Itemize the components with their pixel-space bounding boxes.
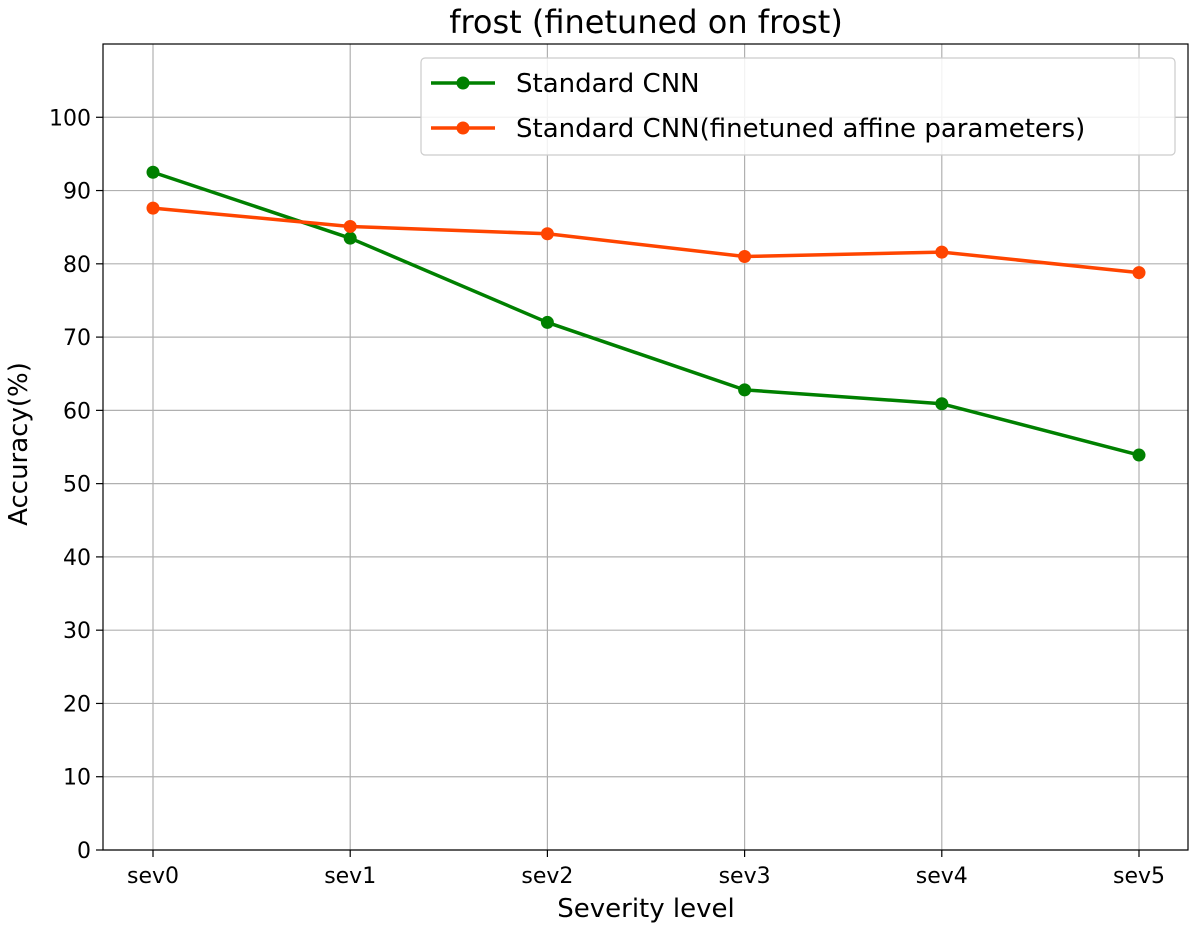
data-point bbox=[935, 397, 949, 411]
y-tick-label: 30 bbox=[63, 619, 91, 644]
series-line bbox=[152, 206, 1140, 275]
y-tick-label: 60 bbox=[63, 399, 91, 424]
x-tick-label: sev1 bbox=[324, 864, 376, 889]
x-tick-label: sev4 bbox=[916, 864, 968, 889]
legend-label: Standard CNN bbox=[516, 69, 700, 99]
plot-area bbox=[102, 43, 1189, 851]
x-axis-ticks: sev0 sev1 sev2 sev3 sev4 sev5 bbox=[127, 850, 1165, 889]
y-tick-label: 10 bbox=[63, 766, 91, 791]
y-tick-label: 20 bbox=[63, 692, 91, 717]
y-tick-label: 70 bbox=[63, 326, 91, 351]
chart-title: frost (finetuned on frost) bbox=[449, 3, 843, 41]
series-line bbox=[152, 170, 1140, 457]
data-point bbox=[1132, 266, 1146, 280]
data-point bbox=[1132, 448, 1146, 462]
legend-box bbox=[420, 57, 1176, 156]
y-axis-ticks: 0 10 20 30 40 50 60 70 80 90 100 bbox=[49, 106, 103, 864]
grid bbox=[103, 44, 1188, 851]
data-point bbox=[343, 231, 357, 245]
data-point bbox=[738, 249, 752, 263]
data-point bbox=[146, 165, 160, 179]
y-axis-title: Accuracy(%) bbox=[4, 362, 34, 526]
data-point bbox=[540, 315, 554, 329]
y-tick-label: 80 bbox=[63, 253, 91, 278]
legend-label: Standard CNN(finetuned affine parameters… bbox=[516, 114, 1085, 144]
x-tick-label: sev5 bbox=[1113, 864, 1165, 889]
series-2 bbox=[146, 201, 1146, 280]
data-point bbox=[540, 227, 554, 241]
data-point bbox=[738, 383, 752, 397]
series-1 bbox=[146, 165, 1146, 462]
y-tick-label: 40 bbox=[63, 546, 91, 571]
data-point bbox=[343, 219, 357, 233]
y-tick-label: 0 bbox=[77, 839, 91, 864]
y-tick-label: 50 bbox=[63, 473, 91, 498]
data-point bbox=[146, 201, 160, 215]
y-tick-label: 100 bbox=[49, 106, 91, 131]
x-tick-label: sev0 bbox=[127, 864, 179, 889]
x-tick-label: sev2 bbox=[521, 864, 573, 889]
x-axis-title: Severity level bbox=[557, 894, 734, 924]
x-tick-label: sev3 bbox=[719, 864, 771, 889]
legend-marker bbox=[456, 76, 470, 90]
series bbox=[146, 165, 1146, 462]
legend: Standard CNN Standard CNN(finetuned affin… bbox=[420, 57, 1176, 156]
data-point bbox=[935, 245, 949, 259]
y-tick-label: 90 bbox=[63, 180, 91, 205]
legend-marker bbox=[456, 121, 470, 135]
